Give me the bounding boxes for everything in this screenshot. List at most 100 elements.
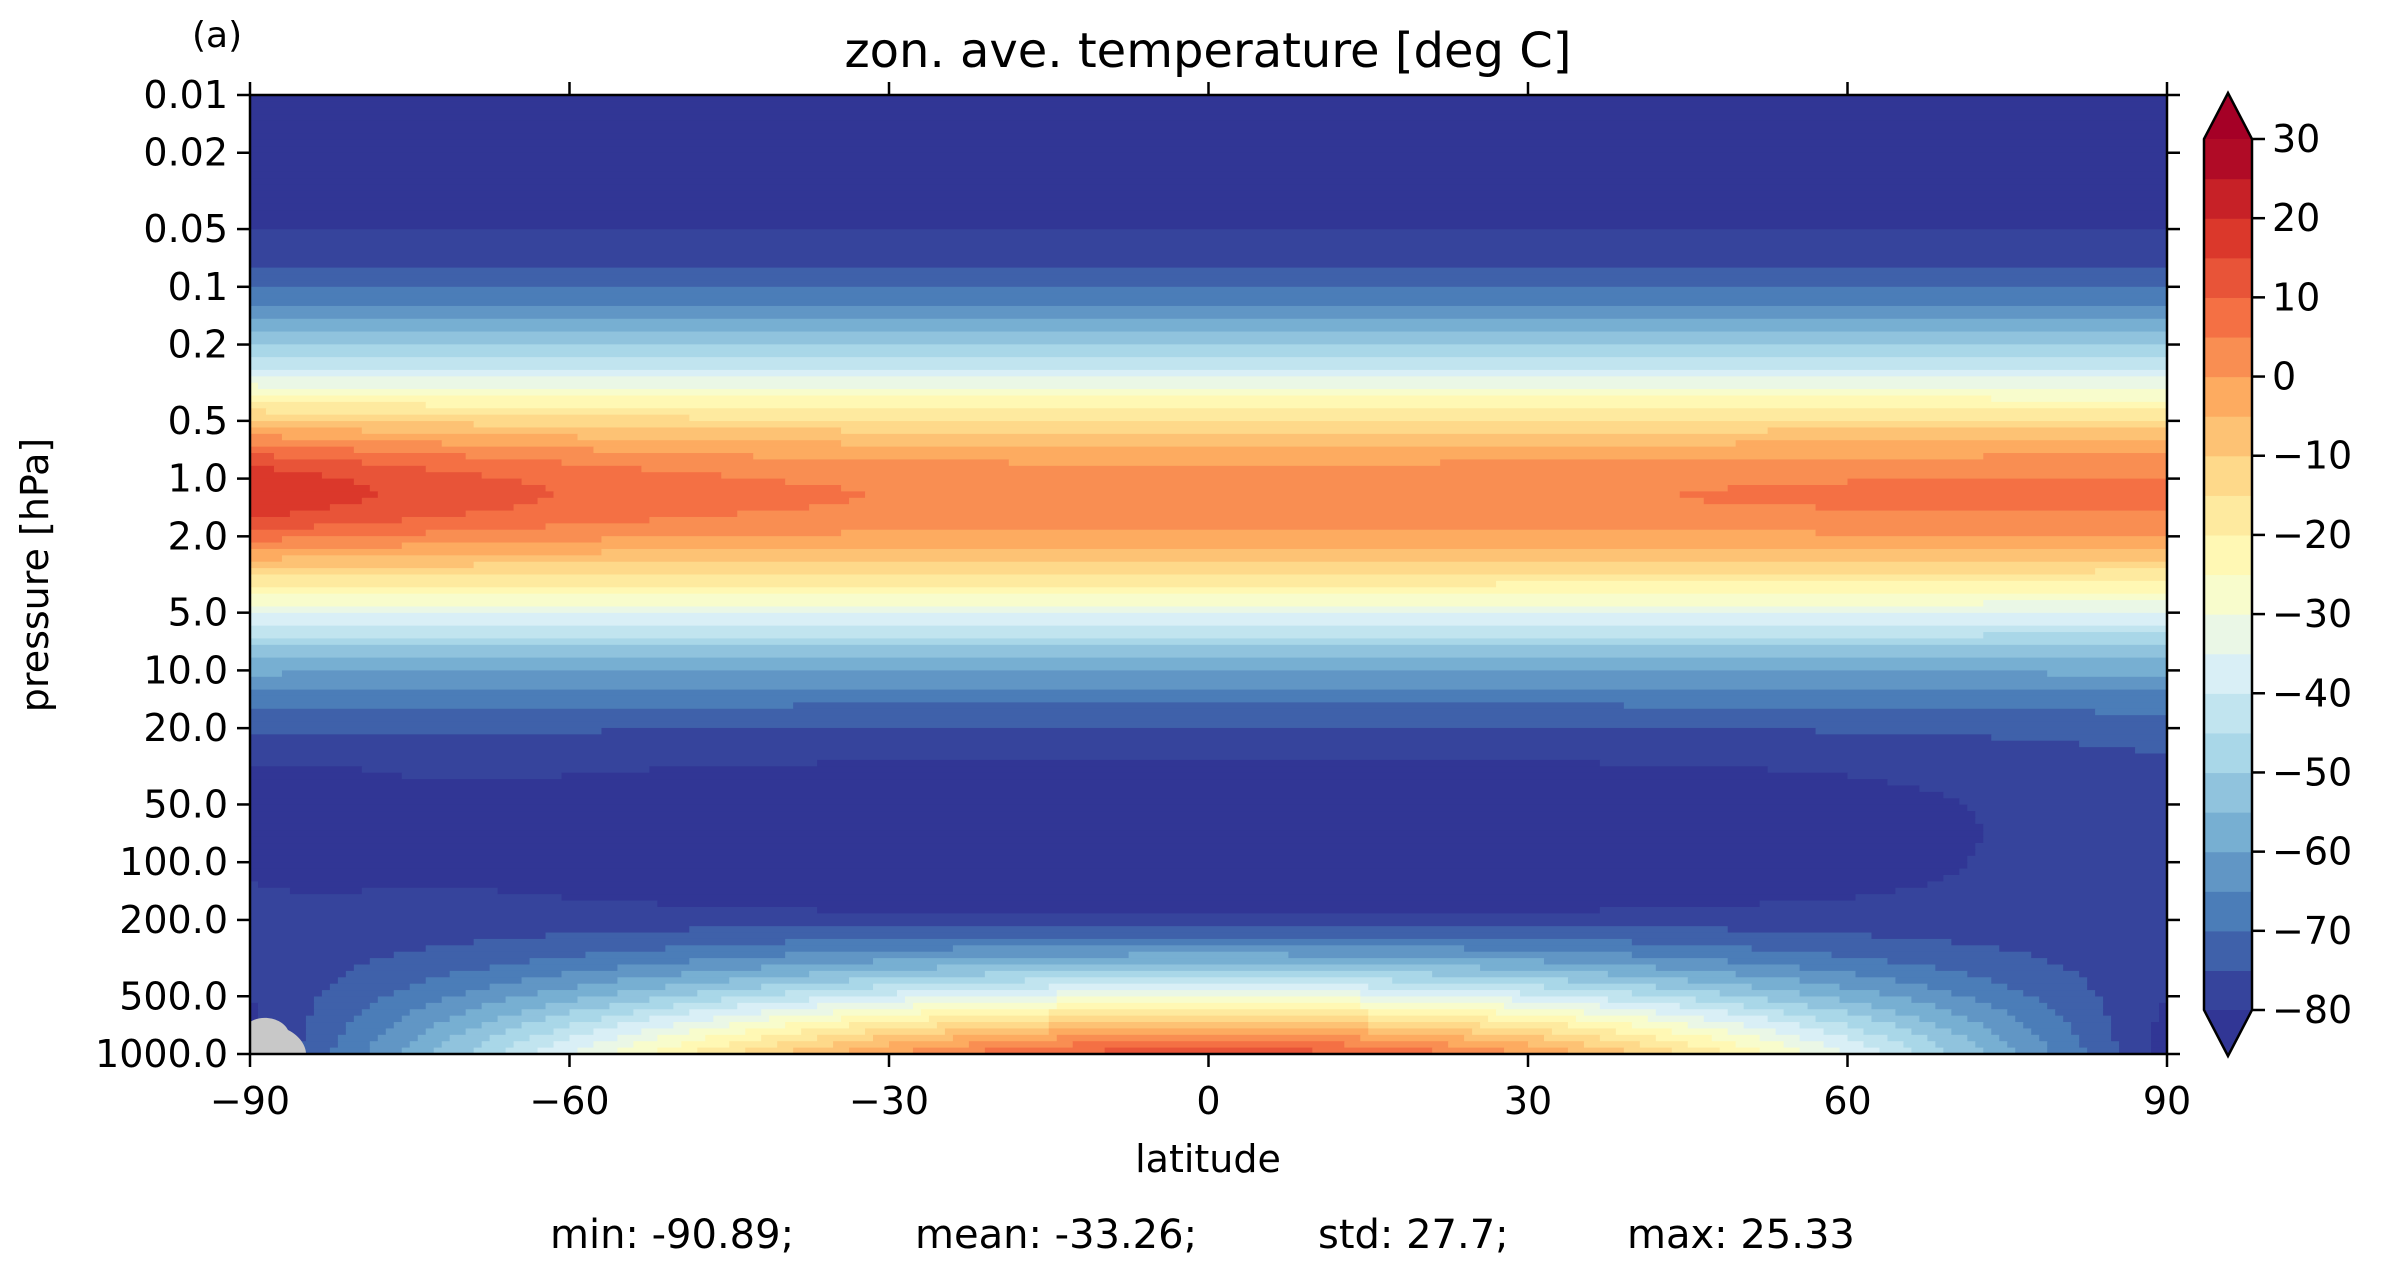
contour-band-cell bbox=[1056, 996, 1361, 1004]
contour-band-cell bbox=[633, 1041, 682, 1049]
contour-band-cell bbox=[361, 459, 563, 467]
contour-band-cell bbox=[250, 536, 283, 544]
contour-band-cell bbox=[1543, 1034, 1601, 1042]
contour-band-cell bbox=[401, 516, 650, 524]
contour-band-cell bbox=[1863, 1028, 1912, 1036]
contour-band-cell bbox=[1368, 983, 1545, 991]
y-tick-label: 0.5 bbox=[168, 399, 228, 443]
contour-band-cell bbox=[1895, 977, 1992, 985]
contour-band-cell bbox=[257, 382, 2167, 390]
contour-band-cell bbox=[1655, 1034, 1713, 1042]
contour-band-cell bbox=[1983, 830, 2167, 838]
contour-band-cell bbox=[425, 945, 666, 953]
contour-band-cell bbox=[968, 1041, 1074, 1049]
contour-band-cell bbox=[1887, 779, 2167, 787]
contour-band-cell bbox=[912, 1047, 986, 1054]
contour-band-cell bbox=[617, 1034, 658, 1042]
contour-band-cell bbox=[2063, 964, 2167, 972]
contour-band-cell bbox=[250, 305, 2167, 313]
contour-band-cell bbox=[2103, 1009, 2160, 1017]
contour-band-cell bbox=[1735, 440, 2167, 448]
contour-band-cell bbox=[1951, 990, 2024, 998]
contour-band-cell bbox=[250, 708, 2096, 716]
contour-band-cell bbox=[912, 1002, 1058, 1010]
contour-band-cell bbox=[1951, 1009, 2008, 1017]
contour-band-cell bbox=[1927, 881, 2167, 889]
chart-title: zon. ave. temperature [deg C] bbox=[844, 23, 1571, 79]
contour-band-cell bbox=[250, 229, 2167, 237]
colorbar-band bbox=[2204, 178, 2252, 219]
contour-band-cell bbox=[250, 664, 2167, 671]
contour-band-cell bbox=[250, 587, 2167, 595]
stat-min: min: -90.89; bbox=[550, 1212, 795, 1258]
colorbar-band bbox=[2204, 693, 2252, 734]
contour-band-cell bbox=[2095, 568, 2167, 576]
contour-band-cell bbox=[817, 1002, 914, 1010]
contour-band-cell bbox=[250, 152, 2167, 160]
contour-band-cell bbox=[473, 421, 2167, 429]
contour-band-cell bbox=[377, 1034, 419, 1042]
contour-band-cell bbox=[1751, 983, 1841, 991]
contour-band-cell bbox=[1871, 1015, 1920, 1023]
contour-band-cell bbox=[2023, 1022, 2072, 1030]
contour-band-cell bbox=[1943, 874, 2167, 882]
contour-band-cell bbox=[601, 536, 2167, 544]
contour-band-cell bbox=[1935, 964, 2064, 972]
contour-band-cell bbox=[1767, 1015, 1817, 1023]
contour-band-cell bbox=[361, 497, 539, 505]
contour-band-cell bbox=[689, 926, 1729, 934]
colorbar-tick-label: −80 bbox=[2272, 988, 2352, 1032]
y-tick-label: 500.0 bbox=[119, 974, 228, 1018]
contour-band-cell bbox=[250, 555, 283, 563]
contour-band-cell bbox=[250, 427, 363, 435]
contour-band-cell bbox=[250, 516, 403, 524]
contour-band-cell bbox=[1935, 1022, 1984, 1030]
contour-band-cell bbox=[250, 734, 1992, 742]
contour-band-cell bbox=[1823, 1028, 1865, 1036]
contour-band-cell bbox=[250, 280, 2167, 288]
colorbar-band bbox=[2204, 970, 2252, 1011]
contour-band-cell bbox=[1496, 580, 2167, 588]
contour-band-cell bbox=[250, 325, 2167, 333]
contour-band-cell bbox=[1983, 453, 2167, 461]
contour-band-cell bbox=[697, 1047, 746, 1054]
colorbar-tick-label: 20 bbox=[2272, 196, 2320, 240]
contour-band-cell bbox=[250, 766, 363, 774]
contour-band-cell bbox=[250, 165, 2167, 173]
contour-band-cell bbox=[250, 970, 347, 978]
colorbar-band bbox=[2204, 257, 2252, 298]
contour-band-cell bbox=[2103, 1002, 2160, 1010]
contour-band-cell bbox=[537, 497, 850, 505]
contour-band-cell bbox=[281, 670, 2048, 678]
contour-band-cell bbox=[577, 433, 2167, 441]
contour-band-cell bbox=[250, 561, 475, 569]
contour-band-cell bbox=[1024, 977, 1393, 985]
colorbar-band bbox=[2204, 376, 2252, 417]
contour-band-cell bbox=[1999, 1034, 2040, 1042]
contour-band-cell bbox=[250, 919, 2167, 927]
contour-band-cell bbox=[2007, 1009, 2056, 1017]
contour-band-cell bbox=[473, 938, 786, 946]
contour-band-cell bbox=[265, 408, 2167, 416]
x-tick-label: 0 bbox=[1196, 1079, 1220, 1123]
contour-band-cell bbox=[489, 983, 579, 991]
contour-band-cell bbox=[1887, 958, 2048, 966]
contour-band-cell bbox=[641, 1028, 690, 1036]
contour-band-cell bbox=[250, 184, 2167, 192]
colorbar-tick-label: −70 bbox=[2272, 909, 2352, 953]
contour-band-cell bbox=[329, 1047, 371, 1054]
contour-band-cell bbox=[2159, 1009, 2167, 1017]
contour-band-cell bbox=[250, 222, 2167, 230]
contour-band-cell bbox=[250, 523, 315, 531]
contour-band-cell bbox=[297, 1047, 331, 1054]
contour-band-cell bbox=[1799, 1022, 1849, 1030]
contour-band-cell bbox=[250, 242, 2167, 250]
contour-band-cell bbox=[250, 747, 2136, 755]
contour-band-cell bbox=[1991, 977, 2088, 985]
contour-band-cell bbox=[601, 548, 2167, 556]
contour-band-cell bbox=[449, 970, 563, 978]
missing-data-patch bbox=[250, 1017, 306, 1054]
y-tick-label: 200.0 bbox=[119, 898, 228, 942]
contour-band-cell bbox=[1104, 1047, 1313, 1054]
contour-band-cell bbox=[1975, 849, 2167, 857]
